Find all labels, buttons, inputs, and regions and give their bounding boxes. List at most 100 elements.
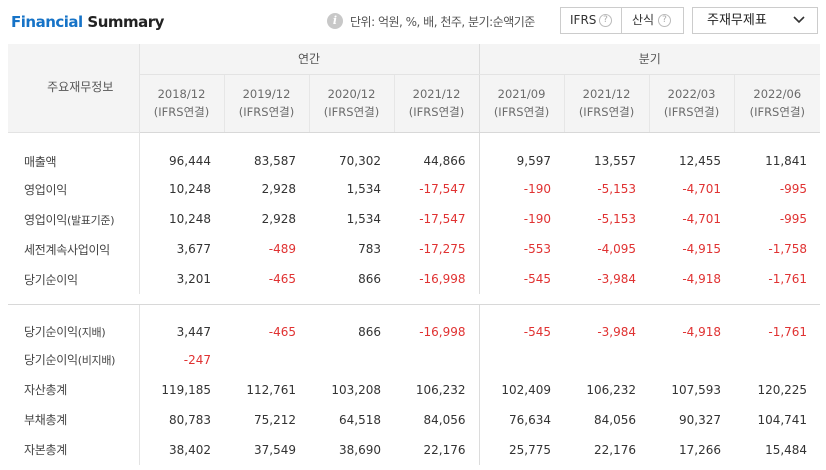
period-date: 2019/12 bbox=[242, 87, 291, 101]
help-icon[interactable]: ? bbox=[599, 14, 612, 27]
table-row: 세전계속사업이익 3,677 -489 783 -17,275 -553 -4,095 -4,… bbox=[8, 234, 820, 264]
period-header: 2019/12 (IFRS연결) bbox=[223, 74, 309, 133]
table-cell: 15,484 bbox=[765, 442, 808, 457]
period-header: 2021/12 (IFRS연결) bbox=[563, 74, 650, 133]
table-cell: 12,455 bbox=[679, 154, 722, 169]
table-row: 자산총계 119,185 112,761 103,208 106,232 102,409 1… bbox=[8, 374, 820, 405]
period-date: 2018/12 bbox=[157, 87, 206, 101]
table-cell: -995 bbox=[779, 182, 808, 196]
table-cell: -247 bbox=[183, 352, 211, 367]
table-cell: 112,761 bbox=[246, 382, 296, 397]
table-cell: -4,918 bbox=[682, 272, 722, 286]
table-cell: -489 bbox=[268, 242, 296, 256]
table-cell: 2,928 bbox=[261, 212, 296, 226]
table-cell: 38,690 bbox=[339, 442, 381, 457]
table-cell: 76,634 bbox=[478, 404, 565, 435]
table-cell: 104,741 bbox=[757, 412, 808, 427]
row-label-text: 자산총계 bbox=[24, 383, 67, 397]
table-cell bbox=[394, 345, 479, 375]
table-cell: 103,208 bbox=[331, 382, 381, 397]
statement-type-select[interactable]: 주재무제표 bbox=[692, 7, 818, 34]
period-date: 2022/06 bbox=[753, 87, 802, 101]
table-cell bbox=[478, 344, 565, 375]
table-cell: -1,761 bbox=[768, 272, 808, 286]
table-cell: 106,232 bbox=[586, 382, 637, 397]
period-basis: (IFRS연결) bbox=[493, 105, 550, 119]
table-cell: -4,095 bbox=[597, 242, 637, 256]
financial-summary-table-wrap: 주요재무정보 연간 분기 2018/12 (IFRS연결) 2019/12 (IFRS… bbox=[8, 44, 821, 470]
info-icon[interactable]: i bbox=[327, 13, 343, 29]
row-label-text: 영업이익 bbox=[24, 212, 67, 227]
table-cell: 3,677 bbox=[176, 242, 211, 256]
row-label-text: 자본총계 bbox=[24, 443, 67, 457]
row-label-text: 부채총계 bbox=[24, 413, 67, 427]
table-cell: -4,918 bbox=[682, 324, 722, 339]
period-basis: (IFRS연결) bbox=[323, 105, 380, 119]
table-cell: -3,984 bbox=[597, 324, 637, 339]
table-cell: 70,302 bbox=[339, 154, 381, 169]
table-cell: -465 bbox=[268, 272, 296, 286]
ifrs-label: IFRS bbox=[570, 13, 597, 27]
row-label: 자산총계 bbox=[8, 374, 140, 405]
table-cell: 75,212 bbox=[254, 412, 296, 427]
period-date: 2021/12 bbox=[582, 87, 631, 101]
period-basis: (IFRS연결) bbox=[153, 105, 210, 119]
period-header: 2021/09 (IFRS연결) bbox=[478, 74, 565, 133]
row-label-text: 세전계속사업이익 bbox=[24, 242, 110, 257]
table-cell: 106,232 bbox=[415, 382, 466, 397]
chevron-down-icon bbox=[793, 16, 805, 24]
help-icon[interactable]: ? bbox=[658, 14, 671, 27]
table-cell bbox=[309, 345, 394, 375]
row-label: 부채총계 bbox=[8, 404, 140, 435]
period-header: 2018/12 (IFRS연결) bbox=[139, 74, 224, 133]
table-row: 당기순이익 3,201 -465 866 -16,998 -545 -3,984 -4,918… bbox=[8, 264, 820, 294]
table-cell: -4,701 bbox=[682, 212, 722, 226]
formula-toggle-button[interactable]: 산식 ? bbox=[622, 8, 683, 33]
period-date: 2021/12 bbox=[412, 87, 461, 101]
table-cell: 17,266 bbox=[679, 442, 722, 457]
table-cell: 1,534 bbox=[346, 182, 381, 196]
period-header: 2022/06 (IFRS연결) bbox=[733, 74, 821, 133]
period-basis: (IFRS연결) bbox=[408, 105, 465, 119]
period-date: 2020/12 bbox=[327, 87, 376, 101]
table-cell: 866 bbox=[358, 272, 381, 286]
table-row: 영업이익 10,248 2,928 1,534 -17,547 -190 -5,153 -4,… bbox=[8, 174, 820, 204]
table-cell: 80,783 bbox=[169, 412, 211, 427]
table-cell: 44,866 bbox=[423, 154, 466, 169]
table-cell: -17,547 bbox=[419, 182, 466, 196]
row-label-sub: (발표기준) bbox=[66, 213, 115, 227]
table-cell: 1,534 bbox=[346, 212, 381, 226]
table-cell: -190 bbox=[478, 204, 565, 234]
row-label: 당기순이익(지배) bbox=[8, 304, 140, 345]
period-header: 2021/12 (IFRS연결) bbox=[393, 74, 480, 133]
row-label-sub: (지배) bbox=[77, 326, 106, 339]
ifrs-toggle-button[interactable]: IFRS ? bbox=[561, 8, 622, 33]
table-cell: -17,275 bbox=[419, 242, 466, 256]
table-cell: 13,557 bbox=[594, 154, 637, 169]
table-cell: 10,248 bbox=[169, 212, 211, 226]
table-cell: -17,547 bbox=[419, 212, 466, 226]
table-cell: 3,201 bbox=[176, 272, 211, 286]
period-basis: (IFRS연결) bbox=[578, 105, 635, 119]
row-label: 영업이익(발표기준) bbox=[8, 204, 140, 234]
table-cell bbox=[734, 345, 820, 375]
row-label-sub: (비지배) bbox=[77, 354, 116, 367]
row-label: 영업이익 bbox=[8, 174, 140, 204]
period-basis: (IFRS연결) bbox=[663, 105, 720, 119]
table-row: 자본총계 38,402 37,549 38,690 22,176 25,775 22,176… bbox=[8, 434, 820, 465]
table-cell: -16,998 bbox=[419, 324, 466, 339]
row-label-text: 매출액 bbox=[24, 154, 57, 169]
table-cell: 783 bbox=[358, 242, 381, 256]
period-date: 2021/09 bbox=[497, 87, 546, 101]
table-cell: -545 bbox=[478, 264, 565, 294]
select-value: 주재무제표 bbox=[707, 13, 767, 28]
table-row: 당기순이익(지배) 3,447 -465 866 -16,998 -545 -3,984 -4… bbox=[8, 304, 820, 345]
table-cell: 107,593 bbox=[671, 382, 722, 397]
table-cell: 22,176 bbox=[423, 442, 466, 457]
period-basis: (IFRS연결) bbox=[749, 105, 806, 119]
table-cell: -5,153 bbox=[597, 182, 637, 196]
table-cell: 38,402 bbox=[169, 442, 211, 457]
table-row: 당기순이익(비지배) -247 bbox=[8, 344, 820, 375]
row-label: 당기순이익(비지배) bbox=[8, 344, 140, 375]
table-cell: 866 bbox=[358, 324, 381, 339]
